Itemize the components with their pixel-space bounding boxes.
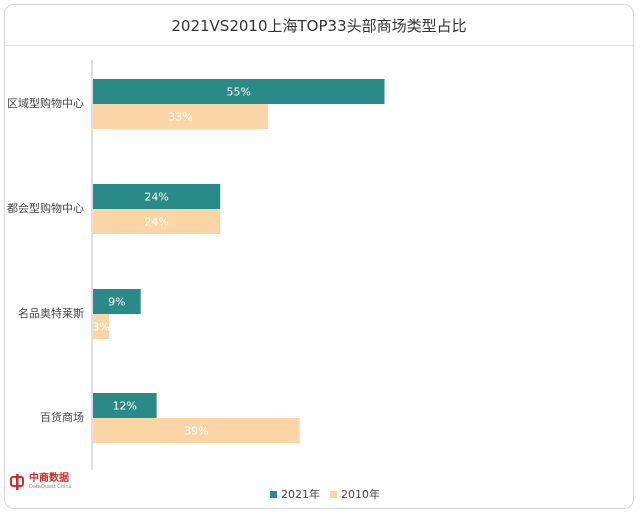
bar-2021 bbox=[93, 289, 141, 314]
bar-value-label: 12% bbox=[113, 400, 137, 413]
bar-2010 bbox=[93, 314, 109, 339]
bar-value-label: 39% bbox=[184, 425, 208, 438]
bar-value-label: 9% bbox=[108, 296, 125, 309]
bar-value-label: 24% bbox=[144, 191, 168, 204]
bar-2021 bbox=[93, 79, 385, 104]
bar-value-label: 24% bbox=[144, 216, 168, 229]
brand-logo-en: DataQuest China bbox=[29, 484, 72, 490]
chart-title: 2021VS2010上海TOP33头部商场类型占比 bbox=[171, 16, 467, 35]
legend-label-2021: 2021年 bbox=[281, 488, 320, 501]
legend: 2021年 2010年 bbox=[270, 486, 380, 502]
bar-2010 bbox=[93, 418, 300, 443]
bars-group: 区域型购物中心 55% 33% 都会型购物中心 24% 24% 名品奥特莱斯 9% 3% 百货商场… bbox=[7, 79, 385, 443]
category-label: 都会型购物中心 bbox=[7, 201, 84, 215]
legend-item-2021: 2021年 bbox=[270, 486, 320, 502]
bar-2021 bbox=[93, 184, 221, 209]
bar-2010 bbox=[93, 209, 221, 234]
brand-logo-cn: 中商数据 bbox=[29, 473, 69, 484]
title-bar: 2021VS2010上海TOP33头部商场类型占比 bbox=[5, 5, 633, 46]
legend-item-2010: 2010年 bbox=[330, 486, 380, 502]
bar-value-label: 55% bbox=[227, 86, 251, 99]
category-label: 百货商场 bbox=[40, 410, 84, 424]
legend-swatch-2021 bbox=[270, 490, 277, 498]
category-label: 区域型购物中心 bbox=[7, 96, 84, 110]
brand-logo: 中商数据 DataQuest China bbox=[10, 474, 72, 490]
bar-value-label: 33% bbox=[168, 111, 192, 124]
bar-value-label: 3% bbox=[92, 321, 109, 334]
legend-label-2010: 2010年 bbox=[341, 488, 380, 501]
bar-2010 bbox=[93, 104, 268, 129]
legend-swatch-2010 bbox=[330, 490, 337, 498]
bar-2021 bbox=[93, 393, 157, 418]
brand-logo-icon bbox=[10, 474, 24, 490]
category-label: 名品奥特莱斯 bbox=[18, 306, 84, 320]
